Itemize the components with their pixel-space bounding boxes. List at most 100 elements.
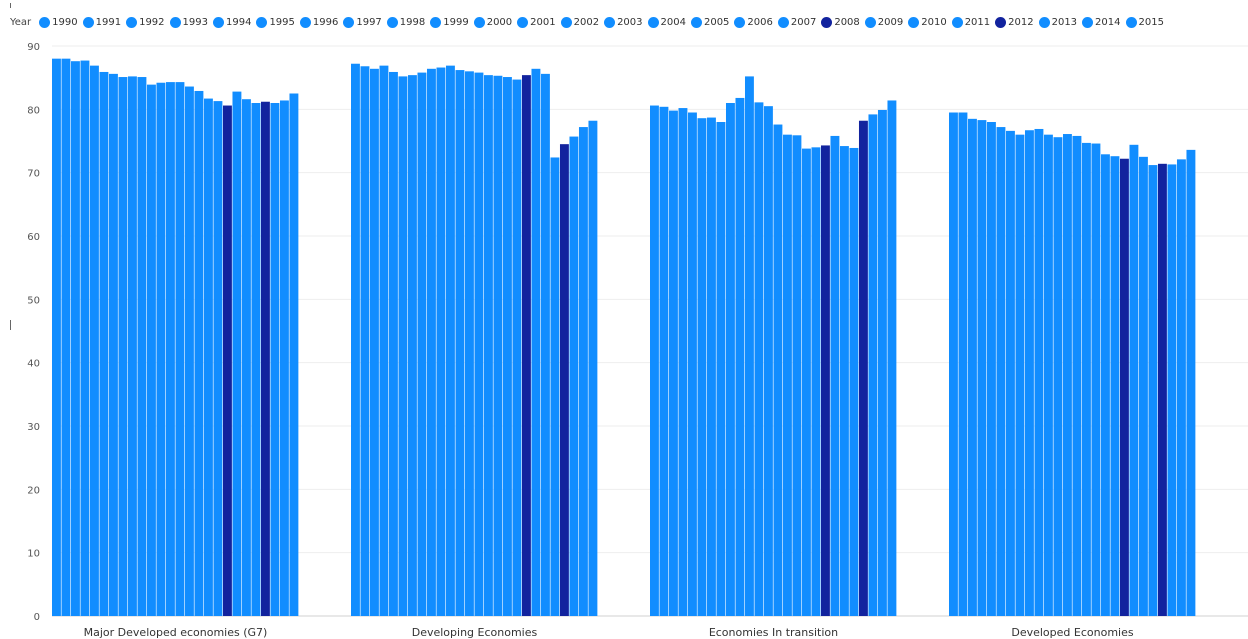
bar-1997-3[interactable] [1015,134,1025,616]
bar-2008-1[interactable] [521,75,531,617]
bar-2006-0[interactable] [203,98,213,617]
bar-1998-0[interactable] [127,76,137,616]
bar-1994-0[interactable] [89,65,99,617]
bar-2008-0[interactable] [222,105,232,617]
bar-2011-1[interactable] [550,157,560,616]
legend-item-2015[interactable]: 2015 [1125,16,1164,28]
bar-2000-0[interactable] [146,84,156,617]
legend-item-1995[interactable]: 1995 [256,16,295,28]
bar-1995-1[interactable] [398,76,408,616]
bar-1993-0[interactable] [80,60,90,617]
bar-2010-0[interactable] [241,99,251,616]
bar-1993-2[interactable] [678,108,688,617]
bar-2010-1[interactable] [540,73,550,616]
legend-item-2007[interactable]: 2007 [777,16,816,28]
bar-2002-2[interactable] [763,106,773,617]
legend-item-2013[interactable]: 2013 [1038,16,1077,28]
legend-item-1993[interactable]: 1993 [169,16,208,28]
bar-2012-3[interactable] [1157,163,1167,617]
bar-2009-1[interactable] [531,68,541,617]
bar-2006-1[interactable] [502,77,512,617]
legend-item-2009[interactable]: 2009 [864,16,903,28]
bar-1997-0[interactable] [118,77,128,617]
bar-2009-0[interactable] [232,91,242,617]
legend-item-1990[interactable]: 1990 [39,16,78,28]
bar-1994-3[interactable] [986,122,996,616]
bar-2008-2[interactable] [820,145,830,616]
legend-item-2001[interactable]: 2001 [517,16,556,28]
bar-1992-0[interactable] [70,61,80,616]
bar-1999-1[interactable] [436,67,446,617]
bar-2008-3[interactable] [1119,158,1129,616]
bar-1995-2[interactable] [697,118,707,616]
bar-2003-3[interactable] [1072,135,1082,616]
bar-2009-2[interactable] [830,135,840,616]
bar-1990-3[interactable] [949,112,958,617]
bar-2003-1[interactable] [474,72,484,617]
bar-2005-0[interactable] [194,90,204,616]
bar-1998-3[interactable] [1024,130,1034,616]
bar-1991-3[interactable] [958,112,968,617]
bar-2002-1[interactable] [464,71,474,617]
bar-2004-1[interactable] [483,75,493,617]
bar-2007-2[interactable] [811,147,821,617]
legend-item-1994[interactable]: 1994 [212,16,251,28]
legend-item-2012[interactable]: 2012 [995,16,1034,28]
bar-2004-3[interactable] [1081,142,1091,616]
bar-2015-2[interactable] [887,100,897,616]
bar-2001-1[interactable] [455,70,465,617]
legend-item-2004[interactable]: 2004 [647,16,686,28]
bar-2005-2[interactable] [792,135,802,617]
bar-2011-3[interactable] [1148,165,1158,617]
bar-2004-2[interactable] [782,134,792,616]
bar-2014-3[interactable] [1176,159,1186,616]
bar-1992-2[interactable] [668,110,678,616]
legend-item-2006[interactable]: 2006 [734,16,773,28]
bar-2003-2[interactable] [773,124,783,617]
bar-1992-1[interactable] [369,68,379,617]
bar-2013-0[interactable] [270,103,280,616]
bar-2012-1[interactable] [559,144,569,616]
bar-2005-1[interactable] [493,75,503,617]
bar-2005-3[interactable] [1091,143,1101,617]
bar-2011-2[interactable] [849,147,859,616]
bar-2000-1[interactable] [445,65,455,617]
legend-item-1996[interactable]: 1996 [299,16,338,28]
legend-item-2011[interactable]: 2011 [951,16,990,28]
bar-1999-0[interactable] [137,77,147,617]
bar-2000-2[interactable] [744,76,754,616]
bar-2011-0[interactable] [251,103,261,616]
bar-1997-2[interactable] [716,122,726,616]
bar-1990-1[interactable] [351,63,360,616]
legend-item-2008[interactable]: 2008 [821,16,860,28]
bar-1997-1[interactable] [417,72,427,617]
bar-1999-2[interactable] [735,97,745,616]
legend-item-1999[interactable]: 1999 [430,16,469,28]
bar-1999-3[interactable] [1034,128,1044,616]
legend-item-1997[interactable]: 1997 [343,16,382,28]
bar-1992-3[interactable] [967,118,977,616]
bar-2004-0[interactable] [184,86,194,617]
bar-2010-2[interactable] [839,146,849,617]
bar-2000-3[interactable] [1043,134,1053,616]
legend-item-2003[interactable]: 2003 [604,16,643,28]
bar-2007-1[interactable] [512,79,522,617]
bar-1994-1[interactable] [388,71,398,616]
legend-item-1998[interactable]: 1998 [386,16,425,28]
bar-2009-3[interactable] [1129,144,1139,617]
bar-2010-3[interactable] [1138,156,1148,617]
bar-2001-0[interactable] [156,82,166,616]
bar-2002-3[interactable] [1062,134,1072,617]
bar-1990-2[interactable] [650,105,659,617]
bar-1998-1[interactable] [426,68,436,617]
bar-2001-2[interactable] [754,102,764,616]
bar-1995-3[interactable] [996,127,1006,617]
bar-1996-1[interactable] [407,75,417,617]
legend-item-1991[interactable]: 1991 [82,16,121,28]
bar-2007-3[interactable] [1110,156,1120,616]
bar-2014-0[interactable] [279,100,289,616]
bar-2006-2[interactable] [801,148,811,616]
bar-1993-1[interactable] [379,65,389,617]
bar-1991-2[interactable] [659,106,669,617]
bar-2014-1[interactable] [578,127,588,617]
